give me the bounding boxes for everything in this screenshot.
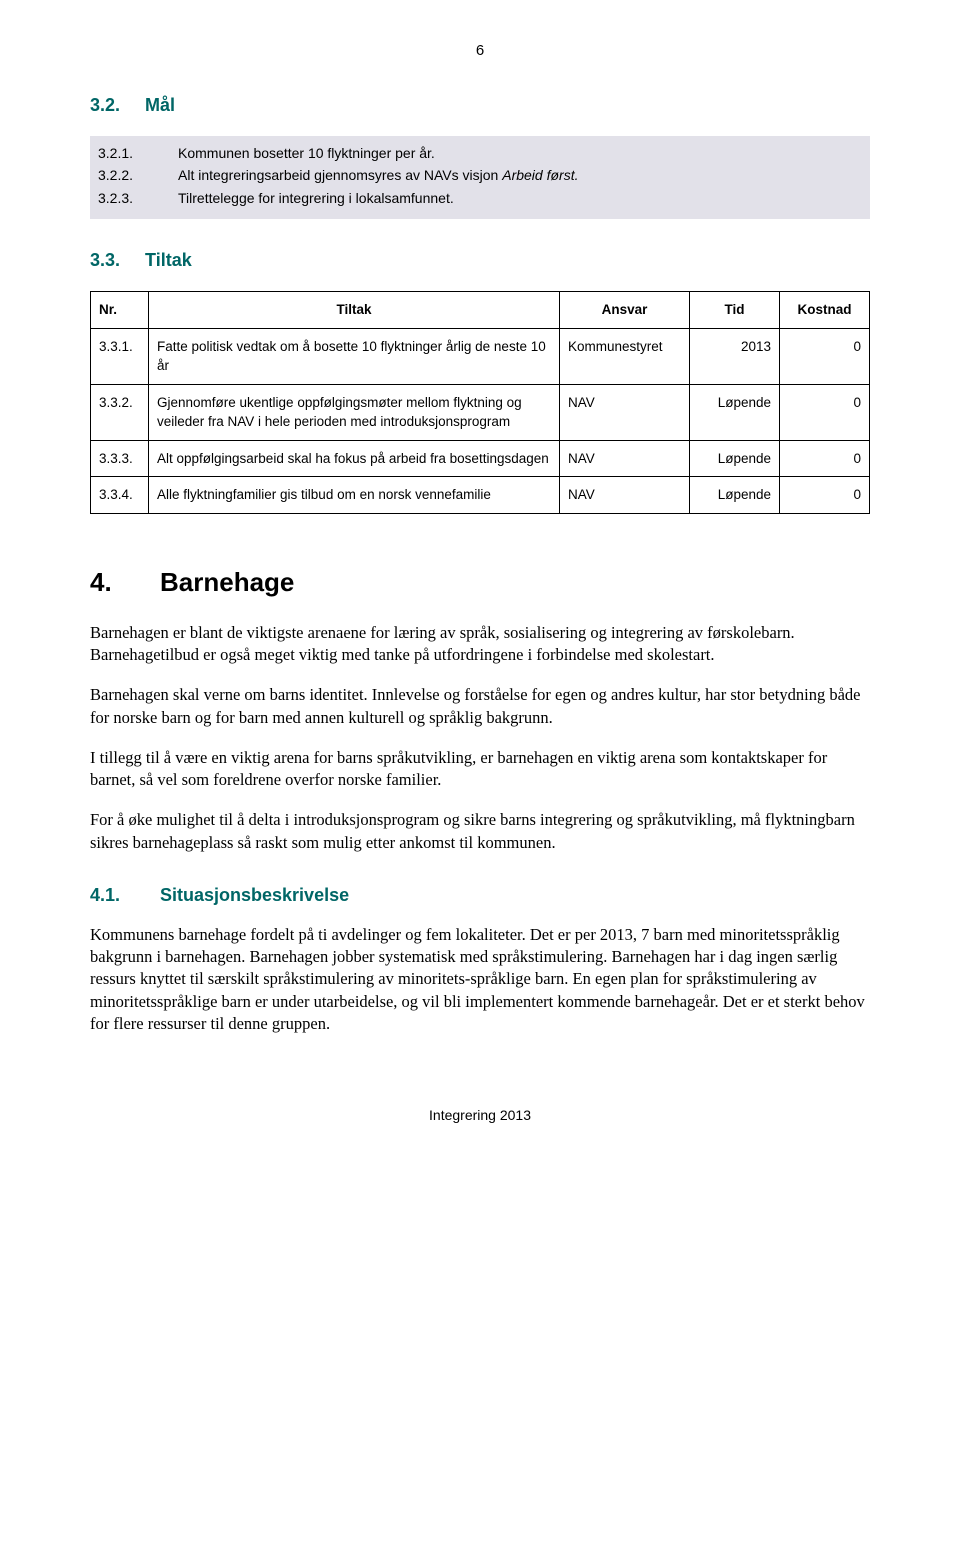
- barnehage-paragraph: Barnehagen er blant de viktigste arenaen…: [90, 622, 870, 667]
- cell-nr: 3.3.3.: [91, 440, 149, 477]
- goal-row: 3.2.2. Alt integreringsarbeid gjennomsyr…: [98, 164, 862, 186]
- cell-nr: 3.3.2.: [91, 384, 149, 440]
- table-header-row: Nr. Tiltak Ansvar Tid Kostnad: [91, 292, 870, 329]
- section-tiltak-title: Tiltak: [145, 250, 192, 270]
- goal-number: 3.2.1.: [98, 142, 178, 164]
- cell-kostnad: 0: [780, 384, 870, 440]
- goal-text: Kommunen bosetter 10 flyktninger per år.: [178, 142, 435, 164]
- goal-text: Tilrettelegge for integrering i lokalsam…: [178, 187, 454, 209]
- cell-tid: Løpende: [690, 440, 780, 477]
- goal-row: 3.2.3. Tilrettelegge for integrering i l…: [98, 187, 862, 209]
- section-tiltak-num: 3.3.: [90, 250, 120, 270]
- goal-number: 3.2.2.: [98, 164, 178, 186]
- section-situasjon-heading: 4.1.Situasjonsbeskrivelse: [90, 882, 870, 908]
- col-header-kostnad: Kostnad: [780, 292, 870, 329]
- goal-text-pre: Kommunen bosetter 10 flyktninger per år.: [178, 145, 435, 161]
- table-row: 3.3.3. Alt oppfølgingsarbeid skal ha fok…: [91, 440, 870, 477]
- section-tiltak-heading: 3.3. Tiltak: [90, 247, 870, 273]
- col-header-nr: Nr.: [91, 292, 149, 329]
- goal-text-pre: Alt integreringsarbeid gjennomsyres av N…: [178, 167, 502, 183]
- cell-kostnad: 0: [780, 440, 870, 477]
- section-barnehage-num: 4.: [90, 564, 160, 602]
- cell-tiltak: Alle flyktningfamilier gis tilbud om en …: [149, 477, 560, 514]
- goal-text: Alt integreringsarbeid gjennomsyres av N…: [178, 164, 578, 186]
- cell-kostnad: 0: [780, 328, 870, 384]
- col-header-tiltak: Tiltak: [149, 292, 560, 329]
- table-row: 3.3.2. Gjennomføre ukentlige oppfølgings…: [91, 384, 870, 440]
- tiltak-table: Nr. Tiltak Ansvar Tid Kostnad 3.3.1. Fat…: [90, 291, 870, 514]
- cell-tid: Løpende: [690, 384, 780, 440]
- cell-ansvar: NAV: [560, 440, 690, 477]
- col-header-tid: Tid: [690, 292, 780, 329]
- cell-ansvar: NAV: [560, 384, 690, 440]
- section-barnehage-title: Barnehage: [160, 567, 294, 597]
- barnehage-paragraph: For å øke mulighet til å delta i introdu…: [90, 809, 870, 854]
- goal-number: 3.2.3.: [98, 187, 178, 209]
- barnehage-paragraph: I tillegg til å være en viktig arena for…: [90, 747, 870, 792]
- cell-tid: Løpende: [690, 477, 780, 514]
- goal-text-italic: Arbeid først.: [502, 167, 578, 183]
- barnehage-paragraph: Barnehagen skal verne om barns identitet…: [90, 684, 870, 729]
- section-mal-heading: 3.2. Mål: [90, 92, 870, 118]
- cell-tiltak: Gjennomføre ukentlige oppfølgingsmøter m…: [149, 384, 560, 440]
- table-row: 3.3.4. Alle flyktningfamilier gis tilbud…: [91, 477, 870, 514]
- cell-ansvar: Kommunestyret: [560, 328, 690, 384]
- table-row: 3.3.1. Fatte politisk vedtak om å bosett…: [91, 328, 870, 384]
- section-mal-num: 3.2.: [90, 95, 120, 115]
- cell-nr: 3.3.4.: [91, 477, 149, 514]
- cell-tiltak: Fatte politisk vedtak om å bosette 10 fl…: [149, 328, 560, 384]
- goals-box: 3.2.1. Kommunen bosetter 10 flyktninger …: [90, 136, 870, 219]
- cell-kostnad: 0: [780, 477, 870, 514]
- page-number: 6: [90, 40, 870, 62]
- situasjon-paragraph: Kommunens barnehage fordelt på ti avdeli…: [90, 924, 870, 1035]
- page-footer: Integrering 2013: [90, 1105, 870, 1125]
- section-situasjon-title: Situasjonsbeskrivelse: [160, 885, 349, 905]
- goal-row: 3.2.1. Kommunen bosetter 10 flyktninger …: [98, 142, 862, 164]
- cell-tid: 2013: [690, 328, 780, 384]
- cell-nr: 3.3.1.: [91, 328, 149, 384]
- col-header-ansvar: Ansvar: [560, 292, 690, 329]
- section-situasjon-num: 4.1.: [90, 882, 160, 908]
- section-mal-title: Mål: [145, 95, 175, 115]
- cell-ansvar: NAV: [560, 477, 690, 514]
- goal-text-pre: Tilrettelegge for integrering i lokalsam…: [178, 190, 454, 206]
- section-barnehage-heading: 4.Barnehage: [90, 564, 870, 602]
- cell-tiltak: Alt oppfølgingsarbeid skal ha fokus på a…: [149, 440, 560, 477]
